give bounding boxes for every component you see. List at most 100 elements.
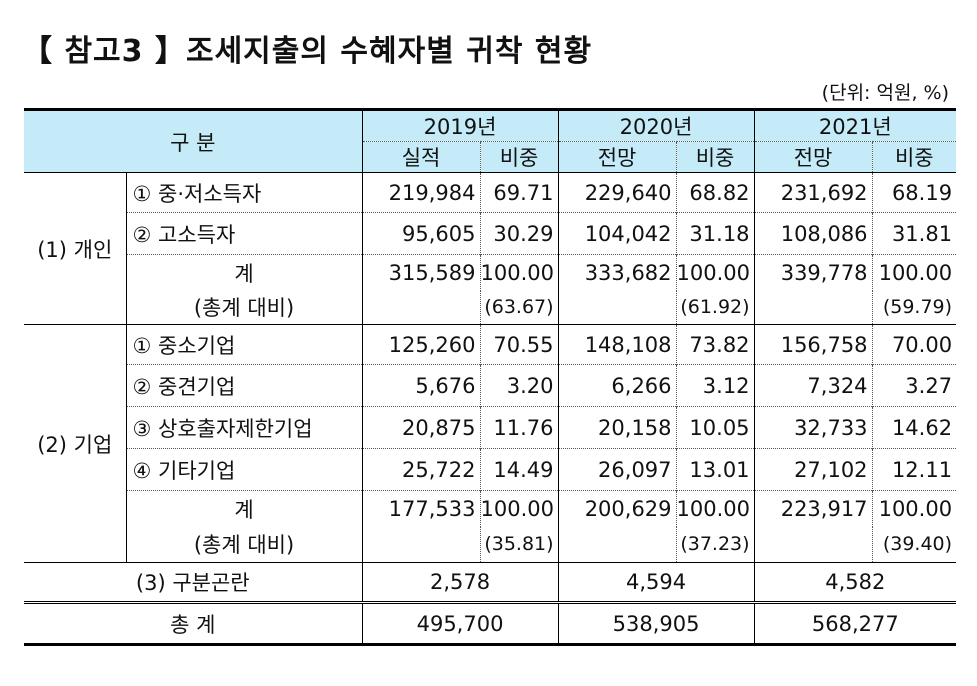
tax-expenditure-table: 구 분 2019년 2020년 2021년 실적 비중 전망 비중 전망 비중 … bbox=[24, 108, 957, 646]
cell: 69.71 bbox=[479, 172, 559, 213]
table-row-share: (총계 대비) (35.81) (37.23) (39.40) bbox=[24, 526, 957, 563]
table-row-subtotal: 계 177,533 100.00 200,629 100.00 223,917 … bbox=[24, 490, 957, 527]
cell-empty bbox=[557, 526, 677, 563]
cell-empty bbox=[361, 290, 481, 325]
group-label-individual: (1) 개인 bbox=[24, 172, 126, 325]
cell: 73.82 bbox=[675, 324, 755, 365]
cell: 333,682 bbox=[557, 254, 677, 291]
row-sublabel: (총계 대비) bbox=[125, 526, 363, 563]
cell: 6,266 bbox=[557, 364, 677, 407]
cell: (35.81) bbox=[479, 526, 559, 563]
row-label-unclassified: (3) 구분곤란 bbox=[24, 562, 363, 603]
table-row-total: 총 계 495,700 538,905 568,277 bbox=[24, 601, 957, 646]
header-category: 구 분 bbox=[24, 108, 363, 173]
cell: 100.00 bbox=[479, 254, 559, 291]
cell: 100.00 bbox=[675, 254, 755, 291]
cell: 100.00 bbox=[675, 490, 755, 527]
cell: 10.05 bbox=[675, 406, 755, 449]
cell: 315,589 bbox=[361, 254, 481, 291]
header-sub: 전망 bbox=[753, 141, 873, 173]
cell: 20,875 bbox=[361, 406, 481, 449]
row-label: ③ 상호출자제한기업 bbox=[125, 406, 363, 449]
header-year-2020: 2020년 bbox=[557, 108, 755, 142]
cell: 14.49 bbox=[479, 448, 559, 491]
cell: 568,277 bbox=[753, 601, 957, 646]
cell: 11.76 bbox=[479, 406, 559, 449]
header-sub: 비중 bbox=[871, 141, 957, 173]
cell: 231,692 bbox=[753, 172, 873, 213]
cell: 70.55 bbox=[479, 324, 559, 365]
cell: 148,108 bbox=[557, 324, 677, 365]
cell: (37.23) bbox=[675, 526, 755, 563]
cell: 200,629 bbox=[557, 490, 677, 527]
row-label-total: 총 계 bbox=[24, 601, 363, 646]
cell: 31.18 bbox=[675, 212, 755, 255]
header-row-sub: 실적 비중 전망 비중 전망 비중 bbox=[24, 141, 957, 173]
cell: 14.62 bbox=[871, 406, 957, 449]
cell: 68.19 bbox=[871, 172, 957, 213]
table-row: ② 중견기업 5,676 3.20 6,266 3.12 7,324 3.27 bbox=[24, 364, 957, 407]
row-label: ② 중견기업 bbox=[125, 364, 363, 407]
cell: 25,722 bbox=[361, 448, 481, 491]
cell: 229,640 bbox=[557, 172, 677, 213]
cell-empty bbox=[361, 526, 481, 563]
cell: 3.20 bbox=[479, 364, 559, 407]
row-label: ① 중소기업 bbox=[125, 324, 363, 365]
table-row-share: (총계 대비) (63.67) (61.92) (59.79) bbox=[24, 290, 957, 325]
table-row: (1) 개인 ① 중·저소득자 219,984 69.71 229,640 68… bbox=[24, 172, 957, 325]
cell: 68.82 bbox=[675, 172, 755, 213]
cell: 3.12 bbox=[675, 364, 755, 407]
group-label-business: (2) 기업 bbox=[24, 324, 126, 563]
table-row-subtotal: 계 315,589 100.00 333,682 100.00 339,778 … bbox=[24, 254, 957, 291]
table-row: (2) 기업 ① 중소기업 125,260 70.55 148,108 73.8… bbox=[24, 324, 957, 563]
cell: 108,086 bbox=[753, 212, 873, 255]
cell: 30.29 bbox=[479, 212, 559, 255]
cell: 32,733 bbox=[753, 406, 873, 449]
header-year-2021: 2021년 bbox=[753, 108, 957, 142]
cell: (63.67) bbox=[479, 290, 559, 325]
cell: 26,097 bbox=[557, 448, 677, 491]
cell: 538,905 bbox=[557, 601, 755, 646]
row-sublabel: (총계 대비) bbox=[125, 290, 363, 325]
header-year-2019: 2019년 bbox=[361, 108, 559, 142]
row-label: ② 고소득자 bbox=[125, 212, 363, 255]
header-sub: 전망 bbox=[557, 141, 677, 173]
cell-empty bbox=[753, 290, 873, 325]
cell: 223,917 bbox=[753, 490, 873, 527]
cell: 95,605 bbox=[361, 212, 481, 255]
cell: 100.00 bbox=[479, 490, 559, 527]
cell: 12.11 bbox=[871, 448, 957, 491]
cell: 31.81 bbox=[871, 212, 957, 255]
cell: 219,984 bbox=[361, 172, 481, 213]
table-row: ② 고소득자 95,605 30.29 104,042 31.18 108,08… bbox=[24, 212, 957, 255]
header-sub: 비중 bbox=[675, 141, 755, 173]
row-label: 계 bbox=[125, 254, 363, 291]
row-label: ① 중·저소득자 bbox=[125, 172, 363, 213]
cell: (39.40) bbox=[871, 526, 957, 563]
page-title: 【 참고3 】조세지출의 수혜자별 귀착 현황 bbox=[22, 34, 593, 69]
header-sub: 비중 bbox=[479, 141, 559, 173]
unit-note: (단위: 억원, %) bbox=[821, 82, 949, 104]
cell: 125,260 bbox=[361, 324, 481, 365]
cell: 7,324 bbox=[753, 364, 873, 407]
cell: 20,158 bbox=[557, 406, 677, 449]
cell: 70.00 bbox=[871, 324, 957, 365]
table-row: ③ 상호출자제한기업 20,875 11.76 20,158 10.05 32,… bbox=[24, 406, 957, 449]
cell: 27,102 bbox=[753, 448, 873, 491]
cell: 339,778 bbox=[753, 254, 873, 291]
cell: (61.92) bbox=[675, 290, 755, 325]
cell: 3.27 bbox=[871, 364, 957, 407]
header-sub: 실적 bbox=[361, 141, 481, 173]
table-row: (3) 구분곤란 2,578 4,594 4,582 bbox=[24, 562, 957, 603]
header-row-years: 구 분 2019년 2020년 2021년 bbox=[24, 108, 957, 173]
cell: 100.00 bbox=[871, 254, 957, 291]
cell: 13.01 bbox=[675, 448, 755, 491]
cell: 5,676 bbox=[361, 364, 481, 407]
cell: 4,594 bbox=[557, 562, 755, 603]
cell: 4,582 bbox=[753, 562, 957, 603]
cell: 2,578 bbox=[361, 562, 559, 603]
cell-empty bbox=[557, 290, 677, 325]
cell: (59.79) bbox=[871, 290, 957, 325]
cell-empty bbox=[753, 526, 873, 563]
cell: 100.00 bbox=[871, 490, 957, 527]
